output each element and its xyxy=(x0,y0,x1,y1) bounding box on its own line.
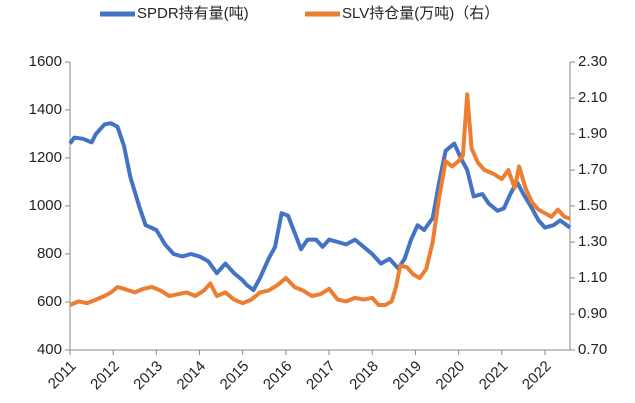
legend-label: SLV持仓量(万吨)（右） xyxy=(342,5,499,22)
y2-tick-label: 2.30 xyxy=(578,53,607,70)
y-tick-label: 600 xyxy=(37,293,62,310)
series-line xyxy=(68,121,572,292)
x-tick-label: 2022 xyxy=(519,358,555,394)
x-tick-label: 2021 xyxy=(476,358,512,394)
y-tick-label: 800 xyxy=(37,245,62,262)
y2-tick-label: 1.30 xyxy=(578,233,607,250)
y2-tick-label: 1.50 xyxy=(578,197,607,214)
y-tick-label: 1400 xyxy=(29,101,62,118)
x-tick-label: 2012 xyxy=(87,358,123,394)
y2-tick-label: 1.90 xyxy=(578,125,607,142)
y2-tick-label: 1.70 xyxy=(578,161,607,178)
x-tick-label: 2018 xyxy=(346,358,382,394)
legend-label: SPDR持有量(吨) xyxy=(137,5,249,22)
x-tick-label: 2016 xyxy=(260,358,296,394)
x-tick-label: 2019 xyxy=(389,358,425,394)
x-tick-label: 2013 xyxy=(130,358,166,394)
x-tick-label: 2015 xyxy=(217,358,253,394)
series-line xyxy=(69,92,571,307)
x-tick-label: 2014 xyxy=(174,358,210,394)
y2-tick-label: 1.10 xyxy=(578,269,607,286)
x-tick-label: 2017 xyxy=(303,358,339,394)
y-tick-label: 1200 xyxy=(29,149,62,166)
y-tick-label: 1000 xyxy=(29,197,62,214)
x-tick-label: 2011 xyxy=(45,358,80,393)
y-tick-label: 1600 xyxy=(29,53,62,70)
y2-tick-label: 0.90 xyxy=(578,305,607,322)
x-tick-label: 2020 xyxy=(433,358,469,394)
y-tick-label: 400 xyxy=(37,341,62,358)
y2-tick-label: 2.10 xyxy=(578,89,607,106)
y2-tick-label: 0.70 xyxy=(578,341,607,358)
